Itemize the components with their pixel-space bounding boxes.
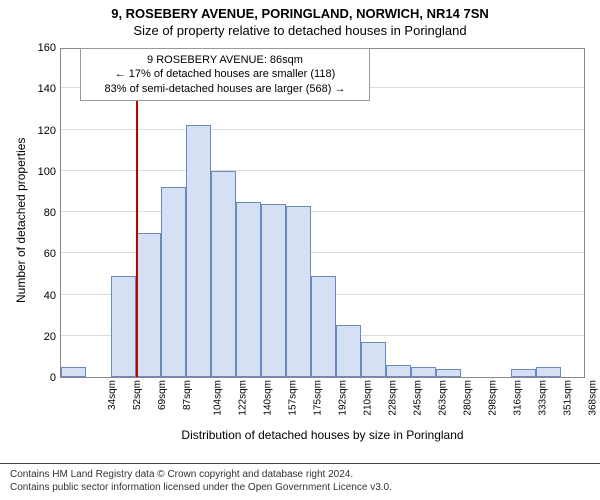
- x-tick-label: 245sqm: [412, 380, 423, 416]
- bar: [211, 171, 236, 377]
- y-tick-label: 0: [0, 372, 56, 384]
- info-line-1: 9 ROSEBERY AVENUE: 86sqm: [87, 53, 363, 67]
- bar: [111, 276, 136, 377]
- x-tick-label: 34sqm: [107, 380, 118, 410]
- x-ticks: 34sqm 52sqm 69sqm 87sqm 104sqm 122sqm 140sqm 15…: [60, 378, 585, 428]
- y-tick-label: 120: [0, 125, 56, 137]
- y-tick-label: 80: [0, 207, 56, 219]
- x-axis-label: Distribution of detached houses by size …: [60, 428, 585, 442]
- footer-line-1: Contains HM Land Registry data © Crown c…: [10, 468, 600, 481]
- x-tick-label: 140sqm: [262, 380, 273, 416]
- bar: [236, 202, 261, 377]
- footer-line-2: Contains public sector information licen…: [10, 481, 600, 494]
- x-tick-label: 104sqm: [212, 380, 223, 416]
- x-tick-label: 333sqm: [537, 380, 548, 416]
- x-tick-label: 280sqm: [462, 380, 473, 416]
- bar: [311, 276, 336, 377]
- bar: [161, 187, 186, 377]
- y-tick-label: 160: [0, 42, 56, 54]
- x-tick-label: 368sqm: [587, 380, 598, 416]
- x-tick-label: 210sqm: [362, 380, 373, 416]
- y-axis-label: Number of detached properties: [14, 138, 28, 303]
- x-tick-label: 192sqm: [337, 380, 348, 416]
- x-tick-label: 298sqm: [487, 380, 498, 416]
- bar: [186, 125, 211, 377]
- info-line-3: 83% of semi-detached houses are larger (…: [87, 82, 363, 96]
- x-tick-label: 52sqm: [132, 380, 143, 410]
- bar: [436, 369, 461, 377]
- address-title: 9, ROSEBERY AVENUE, PORINGLAND, NORWICH,…: [0, 6, 600, 21]
- bar: [511, 369, 536, 377]
- bar: [261, 204, 286, 377]
- x-tick-label: 228sqm: [387, 380, 398, 416]
- bar: [136, 233, 161, 377]
- x-tick-label: 263sqm: [437, 380, 448, 416]
- y-tick-label: 60: [0, 248, 56, 260]
- bar: [286, 206, 311, 377]
- x-tick-label: 175sqm: [312, 380, 323, 416]
- bar: [361, 342, 386, 377]
- bar: [411, 367, 436, 377]
- y-tick-label: 140: [0, 83, 56, 95]
- subtitle: Size of property relative to detached ho…: [0, 23, 600, 38]
- footer: Contains HM Land Registry data © Crown c…: [0, 463, 600, 500]
- x-tick-label: 69sqm: [157, 380, 168, 410]
- bar: [386, 365, 411, 377]
- y-tick-label: 40: [0, 290, 56, 302]
- bar: [536, 367, 561, 377]
- info-box: 9 ROSEBERY AVENUE: 86sqm ← 17% of detach…: [80, 48, 370, 101]
- x-tick-label: 351sqm: [562, 380, 573, 416]
- title-block: 9, ROSEBERY AVENUE, PORINGLAND, NORWICH,…: [0, 0, 600, 38]
- bar: [61, 367, 86, 377]
- info-line-2: ← 17% of detached houses are smaller (11…: [87, 67, 363, 81]
- x-tick-label: 87sqm: [182, 380, 193, 410]
- bar: [336, 325, 361, 377]
- y-tick-label: 100: [0, 166, 56, 178]
- y-tick-label: 20: [0, 331, 56, 343]
- x-tick-label: 122sqm: [237, 380, 248, 416]
- x-tick-label: 316sqm: [512, 380, 523, 416]
- x-tick-label: 157sqm: [287, 380, 298, 416]
